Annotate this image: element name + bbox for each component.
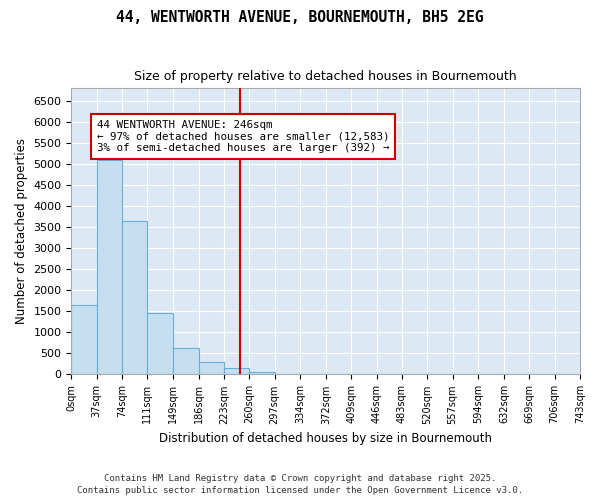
Title: Size of property relative to detached houses in Bournemouth: Size of property relative to detached ho… [134, 70, 517, 83]
Text: 44 WENTWORTH AVENUE: 246sqm
← 97% of detached houses are smaller (12,583)
3% of : 44 WENTWORTH AVENUE: 246sqm ← 97% of det… [97, 120, 389, 153]
Bar [199, 362, 224, 374]
Y-axis label: Number of detached properties: Number of detached properties [15, 138, 28, 324]
X-axis label: Distribution of detached houses by size in Bournemouth: Distribution of detached houses by size … [159, 432, 492, 445]
Bar [97, 160, 122, 374]
Bar [122, 221, 148, 374]
Text: Contains HM Land Registry data © Crown copyright and database right 2025.
Contai: Contains HM Land Registry data © Crown c… [77, 474, 523, 495]
Bar [250, 372, 275, 374]
Bar [148, 314, 173, 374]
Text: 44, WENTWORTH AVENUE, BOURNEMOUTH, BH5 2EG: 44, WENTWORTH AVENUE, BOURNEMOUTH, BH5 2… [116, 10, 484, 25]
Bar [173, 348, 199, 374]
Bar [224, 368, 250, 374]
Bar [71, 305, 97, 374]
